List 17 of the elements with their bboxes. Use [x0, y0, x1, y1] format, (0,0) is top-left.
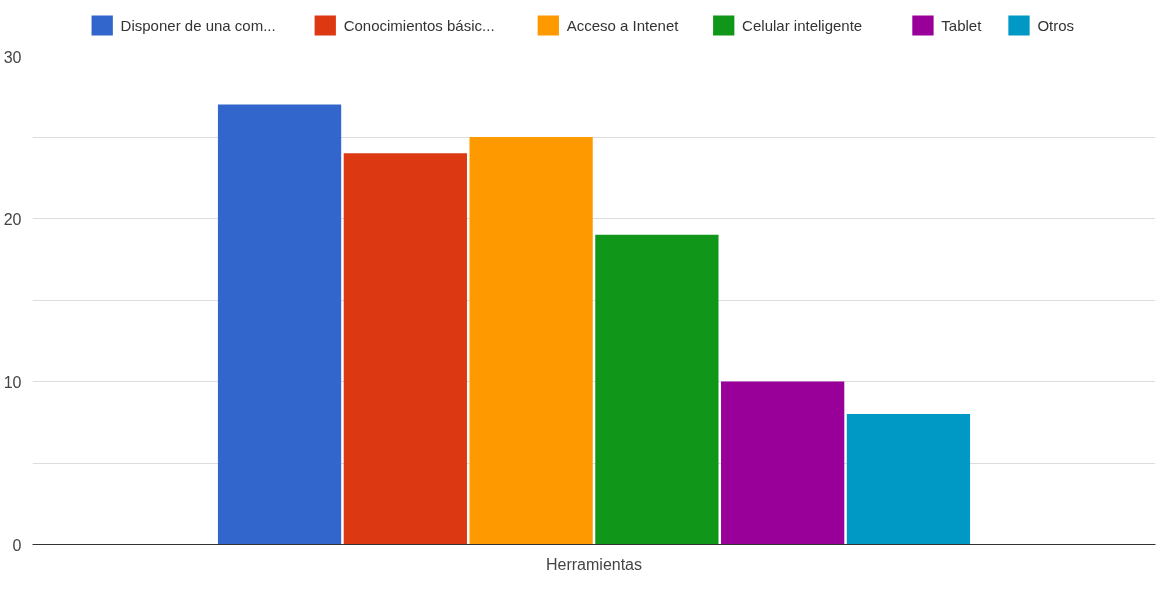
legend-label: Disponer de una com...	[120, 17, 276, 34]
legend-label: Otros	[1037, 17, 1075, 34]
bar	[595, 234, 719, 545]
bar	[721, 381, 845, 545]
bar	[846, 414, 971, 545]
legend-label: Tablet	[941, 17, 983, 34]
bar	[343, 153, 467, 545]
x-axis-title: Herramientas	[545, 555, 643, 573]
legend-label: Acceso a Intenet	[566, 17, 680, 34]
legend-label: Conocimientos básic...	[343, 17, 495, 34]
y-tick-label: 30	[3, 48, 22, 66]
legend-label: Celular inteligente	[742, 17, 863, 34]
bar	[217, 104, 342, 545]
y-tick-label: 10	[3, 373, 22, 391]
y-tick-label: 0	[12, 536, 22, 554]
y-tick-label: 20	[3, 210, 22, 228]
bar	[469, 137, 593, 545]
